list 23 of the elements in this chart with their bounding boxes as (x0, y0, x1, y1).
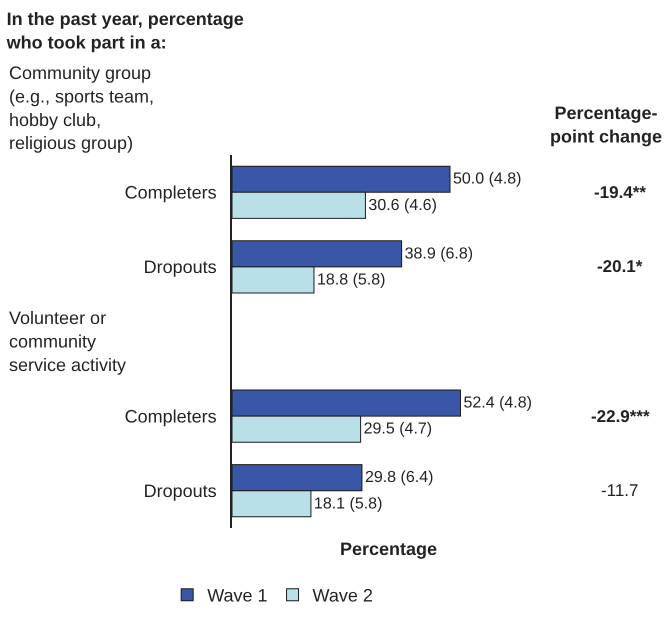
text: Volunteer or community service activity (9, 308, 126, 375)
y-tick-label: Completers (124, 406, 217, 426)
data-label: 50.0 (4.8) (453, 170, 522, 188)
y-tick-label: Dropouts (144, 257, 217, 278)
text: -22.9*** (591, 407, 650, 426)
text: -20.1* (597, 257, 643, 276)
chart-title: In the past year, percentage who took part in a: (6, 9, 244, 52)
text: Community group (e.g., sports team, hobby club, religious group) (9, 63, 154, 154)
data-label: 18.8 (5.8) (316, 271, 386, 288)
text: -19.4** (594, 183, 646, 202)
y-tick-label: Dropouts (144, 481, 217, 501)
data-label: 29.5 (4.7) (364, 420, 432, 438)
legend-label: Wave 1 (207, 586, 268, 606)
y-tick-label: Completers (124, 182, 217, 203)
data-label: 29.8 (6.4) (364, 469, 434, 486)
text: Percentage- point change (550, 103, 662, 146)
data-label: 18.1 (5.8) (314, 495, 382, 512)
data-label: 30.6 (4.6) (368, 196, 437, 214)
legend-label: Wave 2 (312, 586, 373, 606)
data-label: 38.9 (6.8) (404, 245, 474, 262)
text: -11.7 (601, 481, 638, 500)
x-axis-title: Percentage (340, 539, 438, 560)
data-label: 52.4 (4.8) (463, 394, 532, 412)
